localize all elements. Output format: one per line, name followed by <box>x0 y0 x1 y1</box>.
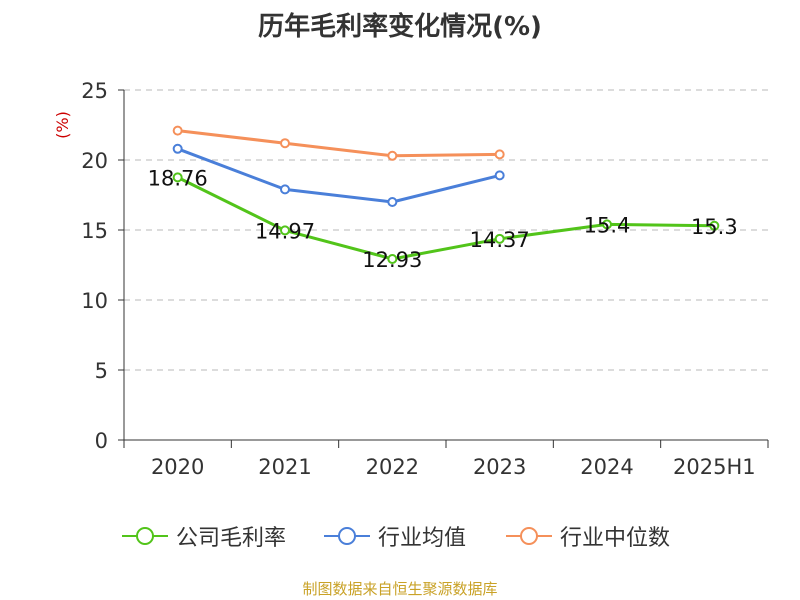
y-tick-label: 25 <box>81 79 108 103</box>
legend-marker-blue-icon <box>324 527 370 545</box>
x-tick-label: 2022 <box>366 455 419 479</box>
data-point <box>172 172 183 183</box>
y-tick-label: 10 <box>81 289 108 313</box>
y-tick-label: 0 <box>95 429 108 453</box>
legend-item-industry-mean[interactable]: 行业均值 <box>324 520 466 552</box>
data-point <box>387 150 398 161</box>
legend-item-industry-median[interactable]: 行业中位数 <box>506 520 670 552</box>
data-point <box>172 125 183 136</box>
series-line-1 <box>177 147 501 204</box>
data-point <box>280 225 290 236</box>
series-line-2 <box>177 129 500 158</box>
legend-label: 行业中位数 <box>560 526 671 551</box>
legend-marker-orange-icon <box>506 527 552 545</box>
data-label: 12.93 <box>362 248 422 272</box>
y-tick-label: 5 <box>95 359 108 383</box>
data-label: 14.97 <box>255 219 315 243</box>
legend-label: 公司毛利率 <box>176 526 287 551</box>
legend: 公司毛利率 行业均值 行业中位数 <box>0 520 800 552</box>
data-point <box>280 184 290 195</box>
y-tick-label: 20 <box>81 149 108 173</box>
y-axis-label: (%) <box>53 111 72 139</box>
x-tick-label: 2023 <box>473 455 526 479</box>
data-point <box>602 219 612 230</box>
legend-item-company-margin[interactable]: 公司毛利率 <box>122 520 286 552</box>
x-tick-label: 2021 <box>258 455 311 479</box>
chart-title: 历年毛利率变化情况(%) <box>258 12 542 42</box>
data-point <box>387 253 398 264</box>
y-tick-label: 15 <box>81 219 108 243</box>
data-point <box>387 197 398 207</box>
data-label: 15.3 <box>691 215 738 239</box>
data-point <box>172 143 183 154</box>
data-point <box>494 233 505 244</box>
data-point <box>494 170 505 181</box>
data-point <box>494 149 505 160</box>
data-point <box>280 138 290 149</box>
source-note: 制图数据来自恒生聚源数据库 <box>302 580 498 598</box>
legend-label: 行业均值 <box>378 526 467 551</box>
data-label: 14.37 <box>470 228 530 252</box>
x-tick-label: 2025H1 <box>673 455 756 479</box>
data-label: 18.76 <box>148 166 208 190</box>
x-tick-label: 2024 <box>580 455 633 479</box>
legend-marker-green-icon <box>122 527 168 545</box>
x-tick-label: 2020 <box>151 455 204 479</box>
series-line-0 <box>177 176 715 261</box>
data-point <box>709 220 720 231</box>
data-label: 15.4 <box>584 213 631 237</box>
